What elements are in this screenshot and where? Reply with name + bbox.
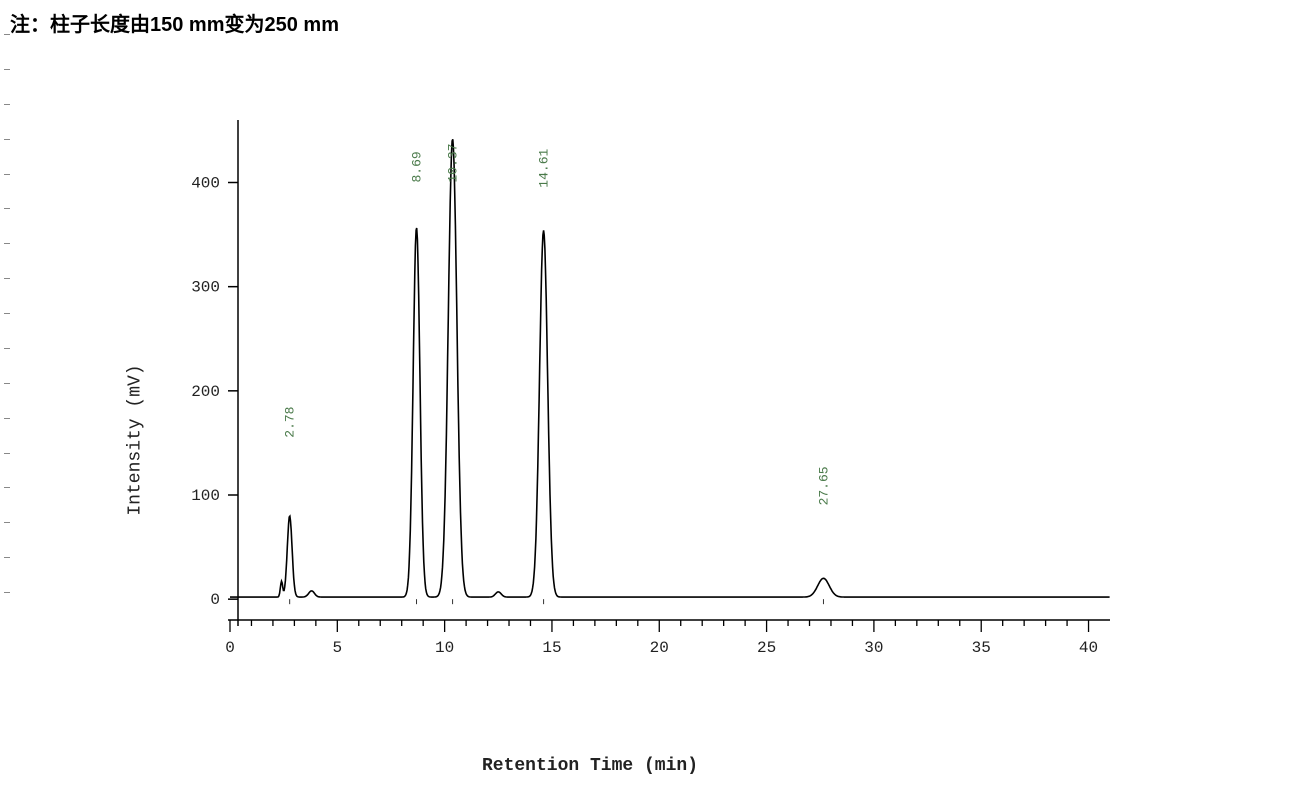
peak-label: 27.65 [816,466,831,505]
note-heading: 注：柱子长度由150 mm变为250 mm [10,8,339,37]
svg-text:200: 200 [191,383,220,401]
peak-label: 8.69 [410,151,425,182]
chromatogram-svg: 0 100 200 300 400 0 5 10 15 20 25 30 35 40 2.78 8.69 10.… [60,110,1120,750]
page-ruler-marks [4,34,14,594]
svg-text:40: 40 [1079,639,1098,657]
svg-text:20: 20 [650,639,669,657]
peak-label: 14.61 [537,149,552,188]
svg-text:100: 100 [191,487,220,505]
svg-text:400: 400 [191,175,220,193]
svg-text:25: 25 [757,639,776,657]
svg-text:0: 0 [225,639,235,657]
peak-label: 2.78 [283,406,298,437]
svg-text:5: 5 [333,639,343,657]
chromatogram-chart: Intensity (mV) 0 100 200 300 400 0 5 10 15 20 25 30… [60,110,1120,770]
svg-text:30: 30 [864,639,883,657]
svg-text:0: 0 [210,591,220,609]
svg-text:35: 35 [972,639,991,657]
svg-text:10: 10 [435,639,454,657]
svg-text:15: 15 [542,639,561,657]
x-axis-label: Retention Time (min) [482,756,698,776]
y-axis-label: Intensity (mV) [126,364,146,515]
svg-text:300: 300 [191,279,220,297]
peak-label: 10.37 [446,143,461,182]
